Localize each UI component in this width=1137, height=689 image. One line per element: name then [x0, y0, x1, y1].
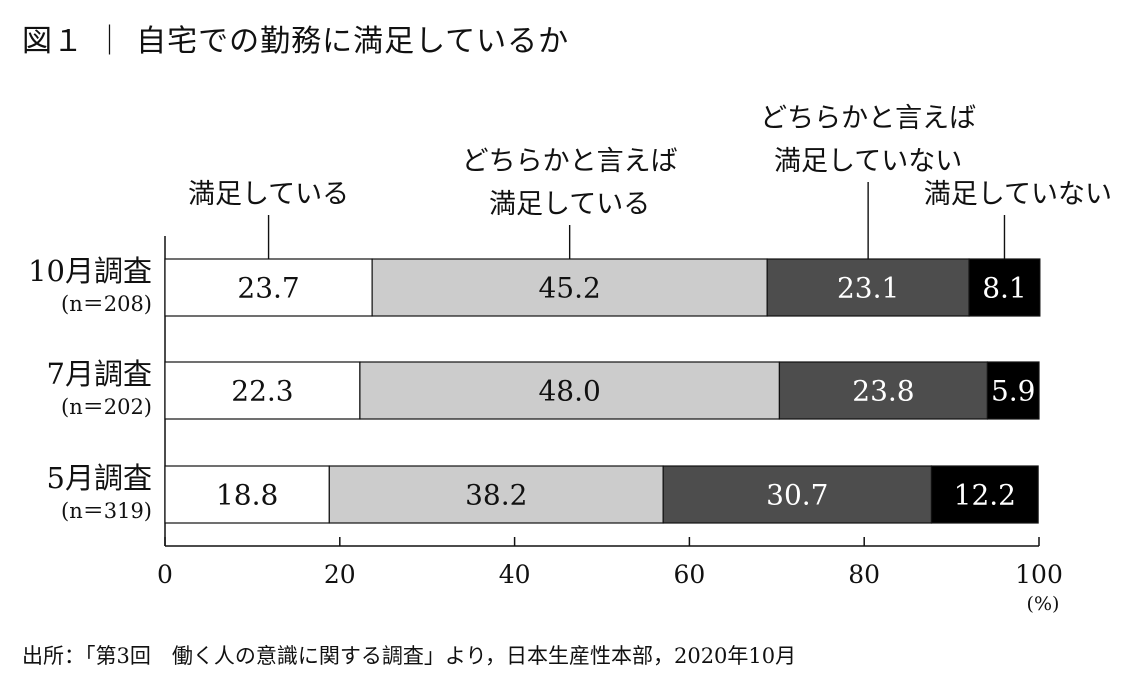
category-n-label: (n＝202): [61, 395, 152, 419]
category-label: 10月調査: [28, 254, 152, 288]
bar-segment: [778, 361, 989, 420]
data-label: 18.8: [216, 479, 278, 512]
series-callout-label: 満足している: [489, 189, 650, 220]
x-tick-label: 20: [324, 560, 356, 589]
category-label: 5月調査: [47, 461, 152, 495]
x-tick-label: 80: [848, 560, 880, 589]
data-label: 23.8: [852, 375, 914, 408]
bar-segment: [359, 361, 781, 420]
x-tick-label: 60: [673, 560, 705, 589]
data-label: 38.2: [465, 479, 527, 512]
series-callout-label: どちらかと言えば: [760, 103, 976, 134]
category-n-label: (n＝319): [61, 499, 152, 523]
x-tick-label: 40: [499, 560, 531, 589]
data-label: 45.2: [538, 272, 600, 305]
source-note: 出所：「第3回 働く人の意識に関する調査」より，日本生産性本部，2020年10月: [22, 644, 797, 668]
bar-segment: [164, 258, 373, 317]
bar-segment: [662, 465, 933, 524]
category-n-label: (n＝208): [61, 292, 152, 316]
data-label: 48.0: [538, 375, 600, 408]
series-callout-label: どちらかと言えば: [462, 146, 678, 177]
series-callout-label: 満足している: [188, 179, 349, 210]
bar-segment: [164, 465, 330, 524]
data-label: 30.7: [766, 479, 828, 512]
x-unit-label: (%): [1027, 593, 1060, 615]
data-label: 23.7: [237, 272, 299, 305]
bar-segment: [328, 465, 664, 524]
x-tick-label: 100: [1015, 560, 1063, 589]
bar-segment: [164, 361, 361, 420]
data-label: 12.2: [954, 479, 1016, 512]
bar-segment: [371, 258, 768, 317]
data-label: 5.9: [991, 375, 1036, 408]
series-callout-label: 満足していない: [924, 179, 1112, 210]
data-label: 22.3: [231, 375, 293, 408]
data-label: 8.1: [982, 272, 1027, 305]
chart-title: 図１ ｜ 自宅での勤務に満足しているか: [22, 24, 570, 59]
bar-segment: [766, 258, 970, 317]
bar-segment: [930, 465, 1039, 524]
x-tick-label: 0: [157, 560, 173, 589]
bar-segment: [986, 361, 1040, 420]
category-label: 7月調査: [47, 357, 152, 391]
bar-segment: [968, 258, 1041, 317]
series-callout-label: 満足していない: [774, 146, 962, 177]
data-label: 23.1: [837, 272, 899, 305]
